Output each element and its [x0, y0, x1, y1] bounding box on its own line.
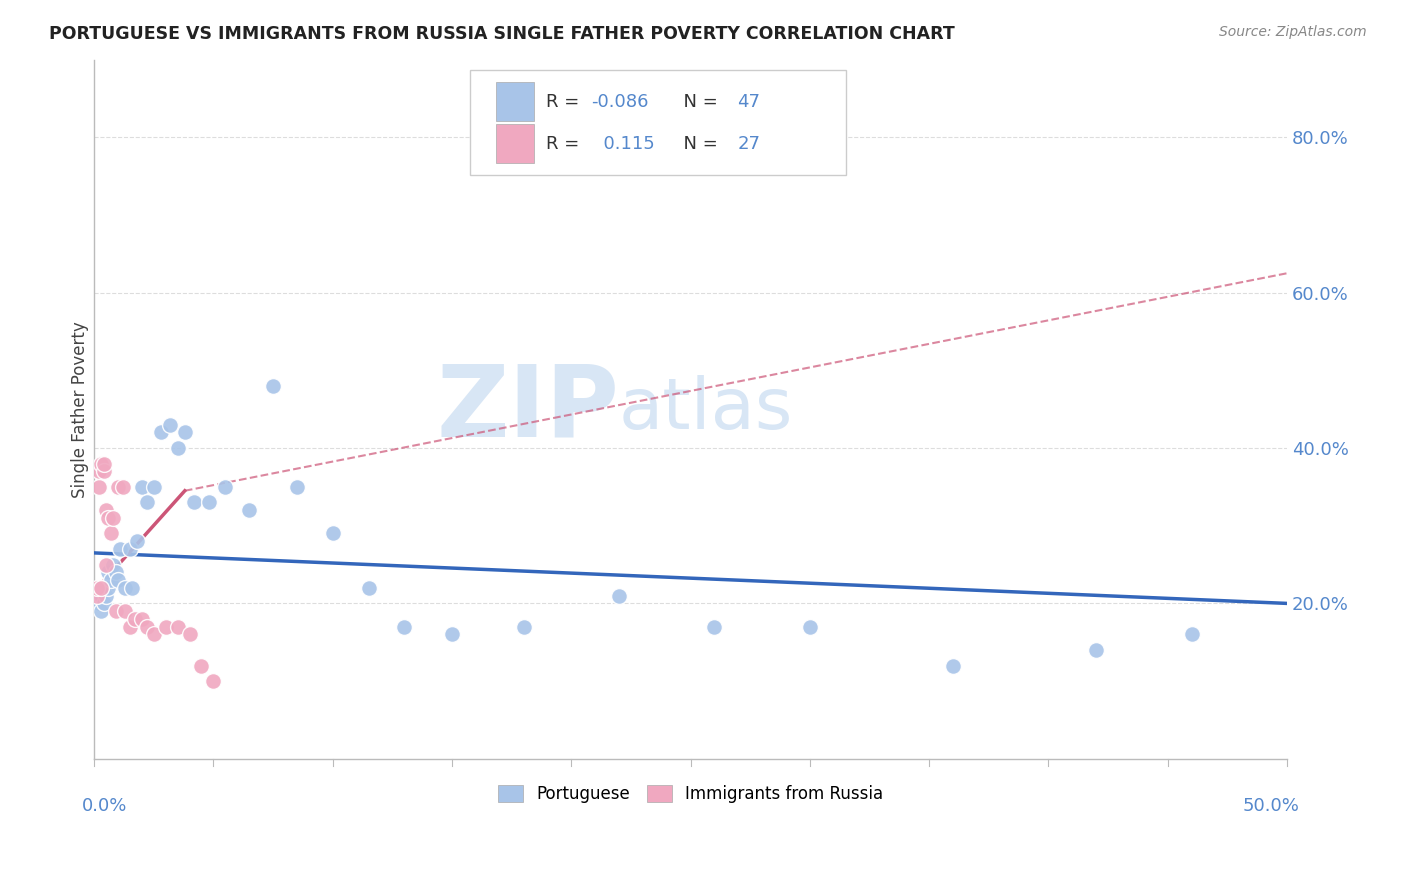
Point [942, 658, 965, 673]
Point [124, 612, 146, 626]
Point [93, 464, 115, 478]
Point [238, 503, 260, 517]
Point [135, 620, 157, 634]
Text: 27: 27 [737, 135, 761, 153]
Point [118, 542, 141, 557]
Point [202, 674, 225, 689]
Point [86, 581, 108, 595]
Text: 50.0%: 50.0% [1241, 797, 1299, 815]
Point [394, 620, 416, 634]
Point [103, 511, 125, 525]
Point [90, 589, 112, 603]
Point [87, 581, 110, 595]
Point [166, 620, 188, 634]
Point [93, 581, 115, 595]
Point [322, 526, 344, 541]
Point [703, 620, 725, 634]
Point [90, 581, 112, 595]
Point [97, 581, 120, 595]
Point [97, 566, 120, 580]
Point [440, 627, 463, 641]
Text: 47: 47 [737, 93, 761, 111]
Point [94, 558, 117, 572]
Point [90, 457, 112, 471]
Point [512, 620, 534, 634]
Y-axis label: Single Father Poverty: Single Father Poverty [72, 321, 89, 498]
Point [155, 620, 177, 634]
Point [357, 581, 380, 595]
Point [262, 379, 284, 393]
Text: -0.086: -0.086 [592, 93, 650, 111]
Point [1085, 643, 1108, 657]
Point [114, 581, 136, 595]
Point [183, 495, 205, 509]
Point [104, 604, 127, 618]
Point [131, 480, 153, 494]
Point [131, 612, 153, 626]
Point [118, 620, 141, 634]
Point [166, 441, 188, 455]
Point [142, 480, 165, 494]
Point [114, 604, 136, 618]
Point [104, 566, 127, 580]
Text: R =: R = [547, 135, 585, 153]
Point [87, 480, 110, 494]
Point [149, 425, 172, 440]
Point [110, 542, 132, 557]
Legend: Portuguese, Immigrants from Russia: Portuguese, Immigrants from Russia [491, 779, 890, 810]
Point [100, 526, 122, 541]
Point [86, 589, 108, 603]
Text: ZIP: ZIP [436, 360, 619, 458]
Point [87, 464, 110, 478]
Point [173, 425, 195, 440]
Point [1181, 627, 1204, 641]
Text: N =: N = [672, 135, 723, 153]
Point [214, 480, 236, 494]
Text: N =: N = [672, 93, 723, 111]
Text: 0.115: 0.115 [592, 135, 654, 153]
Point [179, 627, 201, 641]
Text: R =: R = [547, 93, 585, 111]
Text: atlas: atlas [619, 375, 793, 443]
Point [107, 480, 129, 494]
Text: 0.0%: 0.0% [82, 797, 128, 815]
Point [87, 589, 110, 603]
FancyBboxPatch shape [496, 82, 534, 120]
Text: PORTUGUESE VS IMMIGRANTS FROM RUSSIA SINGLE FATHER POVERTY CORRELATION CHART: PORTUGUESE VS IMMIGRANTS FROM RUSSIA SIN… [49, 25, 955, 43]
Point [607, 589, 630, 603]
Point [86, 589, 108, 603]
Point [121, 581, 143, 595]
Point [97, 511, 120, 525]
FancyBboxPatch shape [496, 124, 534, 162]
Point [90, 581, 112, 595]
Point [94, 503, 117, 517]
FancyBboxPatch shape [470, 70, 845, 175]
Point [107, 573, 129, 587]
Point [285, 480, 308, 494]
Point [142, 627, 165, 641]
Point [135, 495, 157, 509]
Point [197, 495, 219, 509]
Point [125, 534, 148, 549]
Point [93, 596, 115, 610]
Point [100, 573, 122, 587]
Text: Source: ZipAtlas.com: Source: ZipAtlas.com [1219, 25, 1367, 39]
Point [799, 620, 821, 634]
Point [87, 596, 110, 610]
Point [159, 417, 181, 432]
Point [90, 604, 112, 618]
Point [94, 581, 117, 595]
Point [94, 589, 117, 603]
Point [93, 457, 115, 471]
Point [111, 480, 134, 494]
Point [86, 596, 108, 610]
Point [103, 558, 125, 572]
Point [190, 658, 212, 673]
